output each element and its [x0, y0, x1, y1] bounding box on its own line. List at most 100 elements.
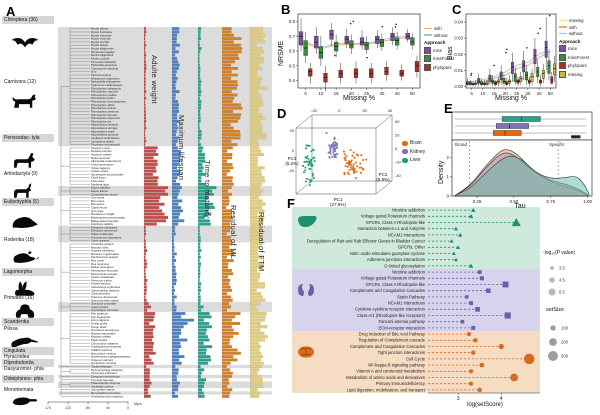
order-sidebar: Chiroptera (36) Carnivora (12) Perissodac-…	[2, 0, 58, 415]
legend-item-missForest: missForest	[559, 53, 589, 61]
box-series-mice	[466, 17, 548, 87]
svg-text:Otolemur garnettii: Otolemur garnettii	[91, 358, 114, 362]
svg-text:Equus caballus: Equus caballus	[91, 186, 111, 190]
svg-text:Chlorocebus sabaeus: Chlorocebus sabaeus	[91, 341, 119, 345]
svg-text:Ondatra zibethicus: Ondatra zibethicus	[91, 249, 115, 253]
svg-text:Myrs: Myrs	[134, 402, 142, 406]
svg-text:Mesocricetus auratus: Mesocricetus auratus	[91, 272, 118, 276]
line-without	[471, 48, 551, 83]
trait-bars-rftm	[249, 27, 268, 398]
svg-text:GPCRs, Class A Rhodopsin-like: GPCRs, Class A Rhodopsin-like	[366, 220, 426, 225]
svg-text:Ochotona curzoniae: Ochotona curzoniae	[91, 302, 116, 306]
svg-text:Hipposideros larvatus: Hipposideros larvatus	[91, 123, 118, 127]
svg-text:Macaca mulatta: Macaca mulatta	[91, 335, 111, 339]
section-bg-kidney	[292, 269, 540, 331]
svg-text:Callosciurus erythraeus: Callosciurus erythraeus	[91, 285, 121, 289]
panel-E: 0.25 0.50 0.75 1.00 0 1 2	[446, 111, 592, 204]
svg-text:0: 0	[338, 108, 341, 113]
svg-text:100: 100	[561, 326, 569, 331]
order-label: Lagomorpha	[2, 268, 54, 276]
svg-text:Murina cyclotis: Murina cyclotis	[91, 56, 110, 60]
svg-text:Bos mutus: Bos mutus	[91, 199, 105, 203]
svg-text:Gorilla gorilla: Gorilla gorilla	[91, 321, 108, 325]
kidney-icon	[298, 284, 314, 296]
legend-swatch	[559, 45, 566, 52]
svg-text:Spermophilus dauricus: Spermophilus dauricus	[91, 288, 120, 292]
liver-icon	[298, 216, 317, 227]
svg-text:Nomascus leucogenys: Nomascus leucogenys	[91, 328, 120, 332]
svg-text:80: 80	[86, 406, 90, 410]
svg-text:Myotis chinensis: Myotis chinensis	[91, 33, 112, 37]
svg-text:200: 200	[561, 340, 569, 345]
svg-text:Capra hircus: Capra hircus	[91, 206, 107, 210]
legend-item-with: with	[424, 26, 454, 31]
svg-text:Rhinolophus macrotis: Rhinolophus macrotis	[91, 90, 118, 94]
f-pvalue-legend-title: -log₁₀(P value)	[543, 250, 576, 256]
svg-text:Microtus fortis: Microtus fortis	[91, 245, 109, 249]
legend-b: with without Approach mice missForest phylopa…	[424, 26, 454, 71]
section-bg-brain	[292, 331, 540, 393]
svg-text:Vulpes vulpes: Vulpes vulpes	[91, 169, 109, 173]
svg-text:Felis catus: Felis catus	[91, 179, 105, 183]
order-label: Scandentia	[2, 318, 54, 326]
svg-text:Regulation of Complement casca: Regulation of Complement cascade	[359, 338, 426, 343]
box-series-missForest	[468, 51, 551, 87]
svg-text:Pteromys volans: Pteromys volans	[91, 278, 112, 282]
svg-text:Balaenoptera acutorostrata: Balaenoptera acutorostrata	[91, 215, 125, 219]
svg-text:0.04: 0.04	[454, 20, 463, 25]
brain-icon	[402, 140, 408, 146]
legend-item-without: without	[424, 33, 454, 38]
svg-text:Complement and Coagulation Cas: Complement and Coagulation Cascades	[350, 344, 425, 349]
svg-text:Myrmecophaga tridactyla: Myrmecophaga tridactyla	[91, 368, 123, 372]
svg-text:Lepus timidus: Lepus timidus	[91, 305, 109, 309]
svg-text:Rhinolophus luctus: Rhinolophus luctus	[91, 96, 115, 100]
svg-text:50: 50	[548, 91, 554, 96]
cluster-brain	[343, 149, 368, 179]
svg-text:Trachypithecus francoisi: Trachypithecus francoisi	[91, 345, 121, 349]
legend-swatch	[559, 53, 566, 61]
svg-text:Canis lupus: Canis lupus	[91, 176, 106, 180]
svg-text:50: 50	[410, 91, 416, 96]
order-label: Perissodac- tyla	[2, 134, 54, 142]
legend-item-Brain: Brain	[402, 140, 425, 146]
svg-text:Erinaceus amurensis: Erinaceus amurensis	[91, 229, 118, 233]
svg-text:15: 15	[492, 91, 498, 96]
svg-text:25: 25	[364, 91, 370, 96]
liver-icon	[402, 157, 408, 163]
legend-swatch	[559, 62, 566, 69]
order-label: Pilosa	[4, 326, 18, 332]
svg-text:Mustela putorius: Mustela putorius	[91, 149, 112, 153]
svg-text:120: 120	[65, 406, 71, 410]
svg-text:Adherens junctions interaction: Adherens junctions interactions	[367, 257, 425, 262]
svg-text:-40: -40	[395, 173, 402, 178]
svg-text:Arctonyx collaris: Arctonyx collaris	[91, 153, 112, 157]
svg-text:Mus caroli: Mus caroli	[91, 259, 104, 263]
svg-text:Vitamin A and carotenoid metab: Vitamin A and carotenoid metabolism	[356, 369, 425, 374]
phylo-tree	[60, 28, 90, 397]
svg-text:Pan troglodytes: Pan troglodytes	[91, 315, 111, 319]
legend-item-missForest: missForest	[424, 55, 454, 62]
svg-text:Rhinolophus siamensis: Rhinolophus siamensis	[91, 116, 120, 120]
box-series-missForest	[303, 31, 415, 66]
svg-text:Interaction between L1 and Ank: Interaction between L1 and Ankyrins	[357, 226, 425, 231]
trait-column-label: Time to maturity	[203, 160, 212, 219]
legend-swatch	[424, 34, 432, 36]
box-series-phylopars	[471, 71, 554, 87]
svg-text:Deregulation of Rab and Rab Ef: Deregulation of Rab and Rab Effector Gen…	[307, 239, 426, 244]
cluster-liver	[302, 144, 316, 187]
svg-text:Myotis laniger: Myotis laniger	[91, 43, 108, 47]
pvalue-size-swatch	[550, 266, 554, 270]
svg-text:Myotis brandtii: Myotis brandtii	[91, 40, 109, 44]
svg-text:Ailuropoda melanoleuca: Ailuropoda melanoleuca	[91, 159, 121, 163]
svg-text:Barbastella beijingensis: Barbastella beijingensis	[91, 80, 121, 84]
svg-text:NF-kappa B signaling pathway: NF-kappa B signaling pathway	[368, 363, 426, 368]
svg-text:ECM-receptor interaction: ECM-receptor interaction	[378, 325, 425, 330]
svg-text:Rattus norvegicus: Rattus norvegicus	[91, 265, 114, 269]
legend-swatch	[559, 26, 567, 28]
svg-text:0: 0	[446, 194, 449, 199]
svg-text:Myotis fimbriatus: Myotis fimbriatus	[91, 30, 113, 34]
svg-text:0.01: 0.01	[454, 68, 463, 73]
panel-label-c: C	[452, 2, 462, 17]
